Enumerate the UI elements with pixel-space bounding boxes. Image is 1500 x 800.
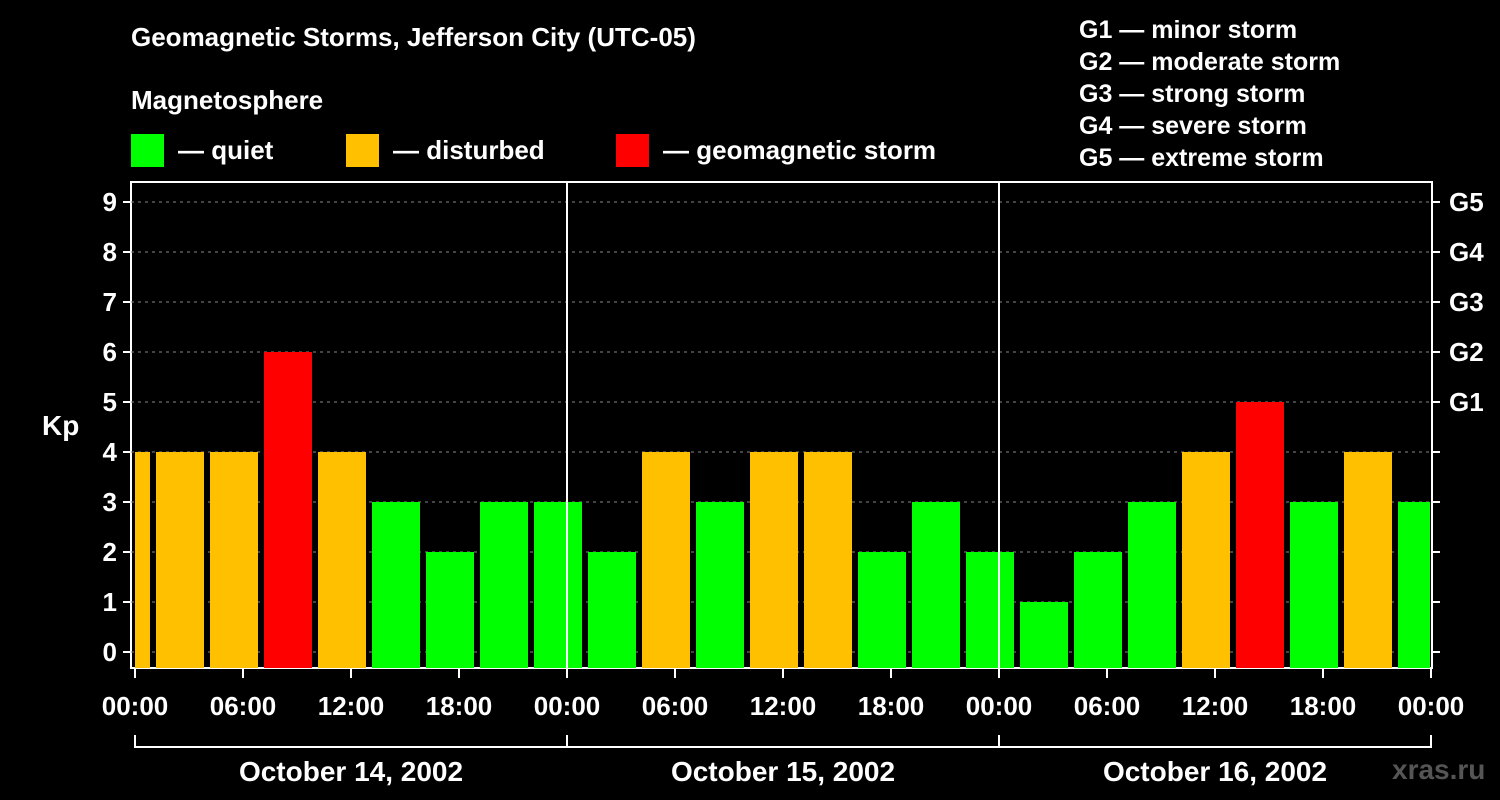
kp-bar xyxy=(1128,502,1176,668)
kp-bar xyxy=(912,502,960,668)
y-tick-label: 2 xyxy=(103,537,117,567)
kp-bar xyxy=(1020,602,1068,668)
right-axis-label: G2 xyxy=(1449,337,1484,367)
legend-swatch-disturbed xyxy=(346,133,379,167)
kp-bar xyxy=(318,452,366,668)
legend-label-disturbed: — disturbed xyxy=(393,134,545,165)
kp-bar xyxy=(804,452,852,668)
legend-label-storm: — geomagnetic storm xyxy=(663,134,937,165)
y-tick-label: 5 xyxy=(103,387,117,417)
kp-bar xyxy=(1236,402,1284,668)
watermark: xras.ru xyxy=(1392,754,1486,785)
y-tick-label: 9 xyxy=(103,187,117,217)
g-scale-item: G5 — extreme storm xyxy=(1079,144,1324,172)
x-tick-label: 00:00 xyxy=(1398,691,1465,721)
legend-swatch-quiet xyxy=(131,133,164,167)
x-tick-label: 18:00 xyxy=(858,691,925,721)
kp-bar xyxy=(1074,552,1122,668)
g-scale-item: G2 — moderate storm xyxy=(1079,48,1341,76)
right-axis-label: G4 xyxy=(1449,237,1484,267)
kp-bar xyxy=(426,552,474,668)
x-tick-label: 06:00 xyxy=(642,691,709,721)
kp-bar xyxy=(1344,452,1392,668)
kp-bar xyxy=(1182,452,1230,668)
y-tick-label: 1 xyxy=(103,587,117,617)
x-tick-label: 00:00 xyxy=(534,691,601,721)
y-tick-label: 7 xyxy=(103,287,117,317)
g-scale-item: G3 — strong storm xyxy=(1079,80,1306,108)
day-label: October 16, 2002 xyxy=(1103,756,1327,787)
legend-swatch-storm xyxy=(616,133,649,167)
kp-bar xyxy=(966,552,1014,668)
kp-bar xyxy=(135,452,150,668)
x-tick-label: 00:00 xyxy=(102,691,169,721)
chart-subtitle: Magnetosphere xyxy=(131,85,324,115)
kp-bar xyxy=(156,452,204,668)
legend-item-storm: — geomagnetic storm xyxy=(616,133,936,167)
g-scale-list: G1 — minor storm G2 — moderate storm G3 … xyxy=(1079,14,1340,174)
y-tick-label: 0 xyxy=(103,637,117,667)
kp-bar xyxy=(1398,502,1430,668)
g-scale-item: G1 — minor storm xyxy=(1079,16,1298,44)
x-tick-label: 12:00 xyxy=(750,691,817,721)
y-tick-label: 3 xyxy=(103,487,117,517)
right-axis-label: G3 xyxy=(1449,287,1484,317)
y-tick-label: 6 xyxy=(103,337,117,367)
kp-bar xyxy=(1290,502,1338,668)
right-axis-label: G5 xyxy=(1449,187,1484,217)
chart-title: Geomagnetic Storms, Jefferson City (UTC-… xyxy=(131,22,696,52)
x-tick-label: 12:00 xyxy=(318,691,385,721)
x-tick-label: 12:00 xyxy=(1182,691,1249,721)
y-axis-label: Kp xyxy=(42,410,80,441)
g-scale-item: G4 — severe storm xyxy=(1079,112,1307,140)
legend-item-disturbed: — disturbed xyxy=(346,133,545,167)
day-label: October 14, 2002 xyxy=(239,756,463,787)
y-tick-label: 4 xyxy=(103,437,118,467)
kp-bar xyxy=(210,452,258,668)
kp-bar xyxy=(264,352,312,668)
x-tick-label: 18:00 xyxy=(426,691,493,721)
kp-bar xyxy=(858,552,906,668)
x-tick-label: 00:00 xyxy=(966,691,1033,721)
kp-bar xyxy=(372,502,420,668)
legend-label-quiet: — quiet xyxy=(178,134,274,165)
kp-bar xyxy=(642,452,690,668)
legend-item-quiet: — quiet xyxy=(131,133,273,167)
kp-bar xyxy=(696,502,744,668)
kp-bar xyxy=(480,502,528,668)
x-tick-label: 18:00 xyxy=(1290,691,1357,721)
kp-bar xyxy=(588,552,636,668)
kp-bar xyxy=(750,452,798,668)
right-axis-label: G1 xyxy=(1449,387,1484,417)
x-tick-label: 06:00 xyxy=(1074,691,1141,721)
x-tick-label: 06:00 xyxy=(210,691,277,721)
y-tick-label: 8 xyxy=(103,237,117,267)
kp-bar xyxy=(534,502,582,668)
day-label: October 15, 2002 xyxy=(671,756,895,787)
